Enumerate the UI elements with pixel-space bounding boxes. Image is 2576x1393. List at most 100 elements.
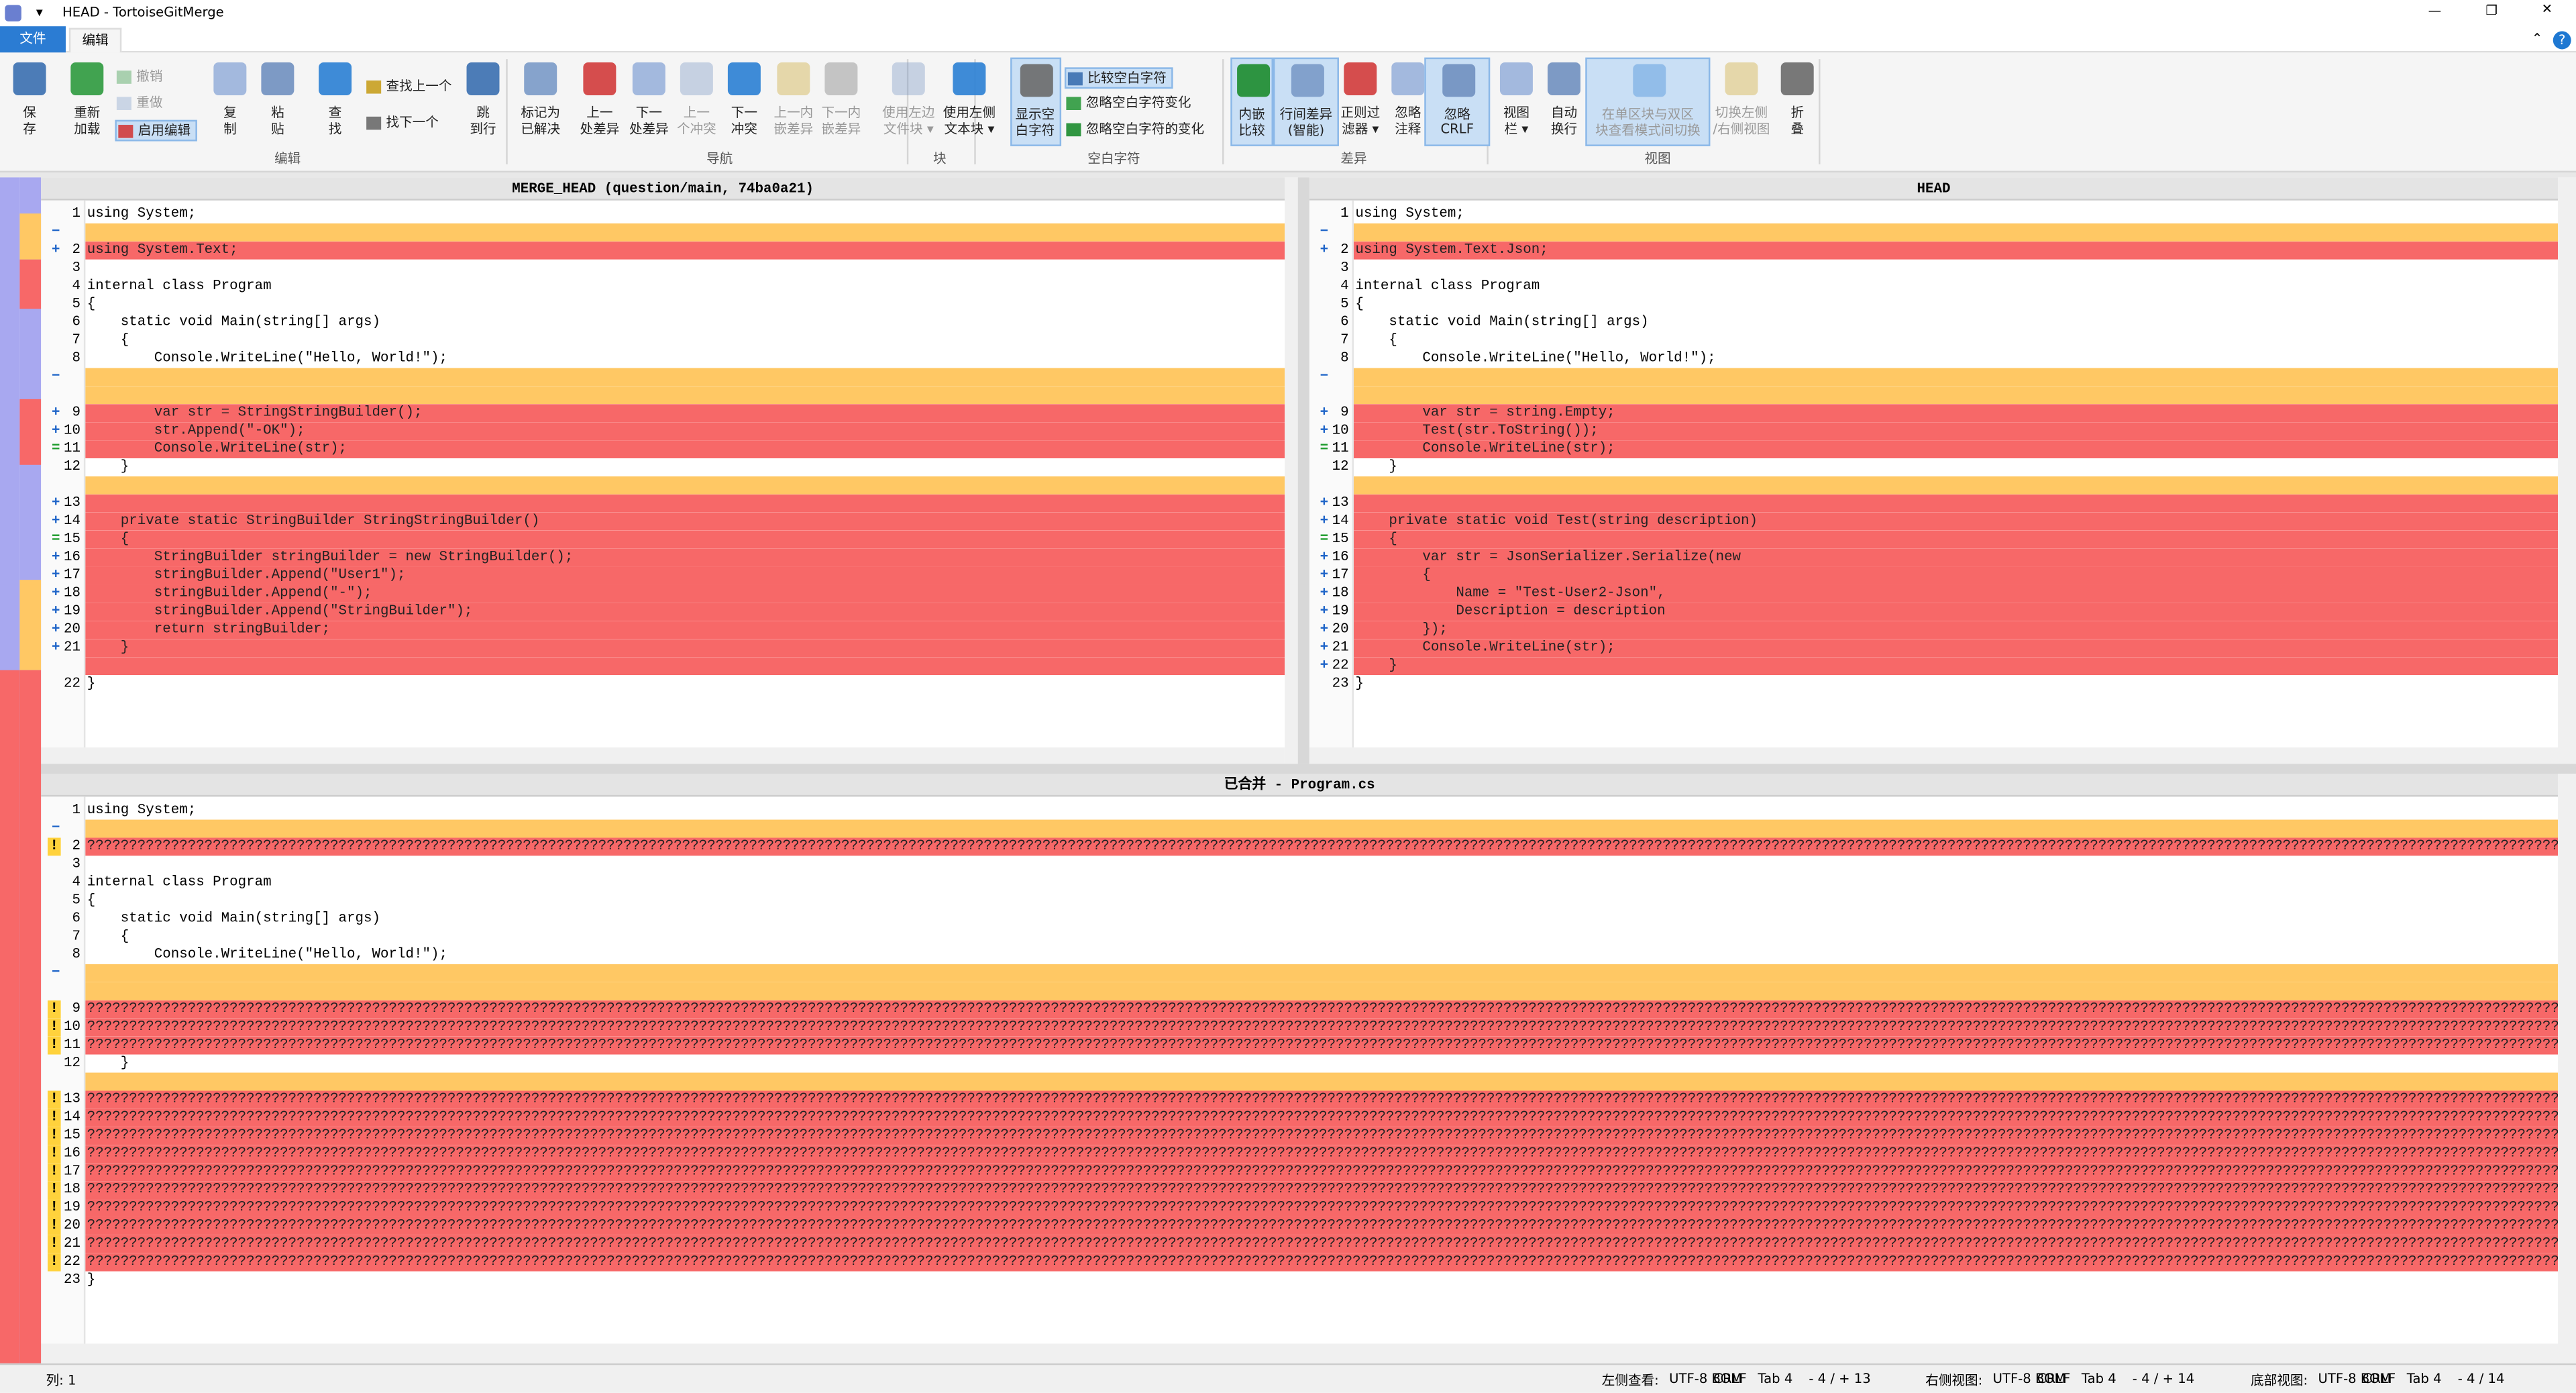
ribbon-button[interactable]: 正则过 滤器 ▾ [1328, 58, 1393, 146]
ribbon-button[interactable]: 保存 [8, 58, 51, 146]
button-icon [727, 62, 761, 95]
ribbon-button[interactable]: 视图栏 ▾ [1491, 58, 1542, 146]
button-label: 忽略空白字符变化 [1085, 95, 1191, 111]
line-number: 9 [72, 404, 81, 421]
status-eol[interactable]: CRLF [2037, 1372, 2071, 1387]
line-number: 13 [64, 1090, 81, 1107]
ribbon-button[interactable]: 显示空 白字符 [1009, 57, 1061, 146]
button-label: 行间差异 [1279, 107, 1333, 122]
ribbon-button[interactable]: 查找 [314, 58, 357, 146]
pane-header: 已合并 - Program.cs [41, 774, 2559, 797]
status-eol[interactable]: CRLF [1713, 1372, 1747, 1387]
button-label: 忽略 [1395, 105, 1421, 120]
ribbon-button[interactable]: 重做 [115, 94, 167, 115]
h-scrollbar[interactable] [41, 1343, 2559, 1363]
code-line: 3 [41, 260, 1285, 278]
ribbon-button[interactable]: 下一 冲突 [723, 58, 766, 146]
ribbon-button[interactable]: 忽略 注释 [1387, 58, 1430, 146]
line-marker: + [1320, 621, 1329, 637]
h-scrollbar[interactable] [41, 747, 1285, 764]
status-tab[interactable]: Tab 4 [1758, 1372, 1793, 1387]
ribbon-button[interactable]: 撤销 [115, 67, 167, 89]
line-background [1353, 386, 2559, 405]
line-text: ????????????????????????????????????????… [87, 1108, 2559, 1125]
minimize[interactable]: — [2428, 3, 2442, 18]
line-marker: − [51, 368, 60, 384]
qat-arrow[interactable]: ▾ [36, 5, 43, 20]
line-marker: ! [48, 1127, 61, 1145]
ribbon-button[interactable]: 找下一个 [365, 113, 444, 135]
ribbon-button[interactable]: 复制 [209, 58, 252, 146]
line-text: ????????????????????????????????????????… [87, 1018, 2559, 1035]
ribbon-button[interactable]: 粘贴 [256, 58, 299, 146]
ribbon-button[interactable]: 下一 处差异 [623, 58, 674, 146]
code-line: = 11 Console.WriteLine(str); [1309, 440, 2559, 458]
status-eol[interactable]: CRLF [2362, 1372, 2396, 1387]
ribbon-button[interactable]: 忽略空白字符的变化 [1065, 120, 1210, 142]
code-line: 8 Console.WriteLine("Hello, World!"); [1309, 350, 2558, 368]
ribbon-button[interactable]: 使用左侧 文本块 ▾ [929, 58, 1010, 146]
ribbon-button[interactable]: 使用左边 文件块 ▾ [868, 58, 949, 146]
maximize[interactable]: ❐ [2485, 3, 2498, 18]
code-line: 7 { [41, 331, 1285, 350]
ribbon-button[interactable]: 下一内 嵌差异 [816, 58, 867, 146]
button-label: 在单区块与双区 [1601, 107, 1694, 122]
ribbon-button[interactable]: 上一 个冲突 [671, 58, 722, 146]
v-scrollbar[interactable] [1285, 177, 1298, 764]
status-encoding[interactable]: UTF-8 BOM [1992, 1372, 2066, 1387]
ribbon-button[interactable]: 忽略空白字符变化 [1065, 94, 1196, 115]
ribbon-button[interactable]: 上一 处差异 [574, 58, 625, 146]
ribbon-button[interactable]: 切换左侧/右侧视图 [1701, 58, 1782, 146]
ribbon-button[interactable]: 启用编辑 [115, 119, 197, 142]
h-scrollbar[interactable] [1309, 747, 2559, 764]
v-scrollbar[interactable] [2558, 774, 2576, 1363]
ribbon-button[interactable]: 行间差异 (智能) [1273, 57, 1339, 146]
splitter[interactable] [1297, 177, 1309, 764]
code-line: ! 17?????????????????????????????????????… [41, 1163, 2559, 1182]
button-label: 自动 [1550, 105, 1578, 120]
line-background [85, 530, 1285, 549]
location-bar [0, 177, 20, 1363]
status-encoding[interactable]: UTF-8 BOM [2318, 1372, 2392, 1387]
ribbon-button[interactable]: 查找上一个 [365, 77, 457, 99]
line-marker: ! [48, 1036, 61, 1055]
v-scrollbar[interactable] [2558, 177, 2576, 764]
ribbon-button[interactable]: 自动 换行 [1543, 58, 1586, 146]
close[interactable]: ✕ [2541, 1, 2553, 17]
splitter[interactable] [41, 764, 2576, 774]
file-tab[interactable]: 文件 [0, 26, 66, 53]
status-tab[interactable]: Tab 4 [2081, 1372, 2116, 1387]
line-background [1353, 494, 2559, 513]
code-line [41, 982, 2559, 1000]
button-label: 查找上一个 [386, 79, 452, 94]
line-number: 11 [64, 1036, 81, 1053]
line-background [85, 1253, 2559, 1272]
edit-tab[interactable]: 编辑 [68, 28, 122, 53]
ribbon-button[interactable]: 标记为 已解决 [515, 58, 566, 146]
ribbon-button[interactable]: 内嵌 比较 [1230, 57, 1273, 146]
status-tab[interactable]: Tab 4 [2406, 1372, 2442, 1387]
location-bar [19, 177, 42, 1363]
help[interactable]: ? [2553, 31, 2571, 50]
ribbon-button[interactable]: 在单区块与双区 块查看模式间切换 [1585, 57, 1711, 146]
ribbon-button[interactable]: 重新 加载 [66, 58, 109, 146]
code-line: +17 { [1309, 566, 2559, 585]
ribbon-button[interactable]: 跳到行 [462, 58, 504, 146]
button-label: 冲突 [731, 121, 757, 137]
ribbon-collapse[interactable]: ⌃ [2531, 31, 2543, 46]
button-label: 复 [223, 105, 237, 120]
line-text: { [87, 331, 129, 348]
ribbon-button[interactable]: 上一内 嵌差异 [768, 58, 819, 146]
ribbon-button[interactable]: 忽略 CRLF [1424, 57, 1491, 146]
button-label: 标记为 [521, 105, 561, 120]
ribbon-button[interactable]: 比较空白字符 [1064, 67, 1173, 89]
line-text: ????????????????????????????????????????… [87, 1127, 2559, 1143]
line-text: { [87, 892, 96, 909]
code-line: ! 2??????????????????????????????????????… [41, 837, 2559, 856]
ribbon-button[interactable]: 折叠 [1776, 58, 1819, 146]
status-encoding[interactable]: UTF-8 BOM [1669, 1372, 1742, 1387]
line-text: Console.WriteLine("Hello, World!"); [87, 946, 447, 963]
line-background [85, 1163, 2559, 1182]
button-icon [261, 62, 294, 95]
